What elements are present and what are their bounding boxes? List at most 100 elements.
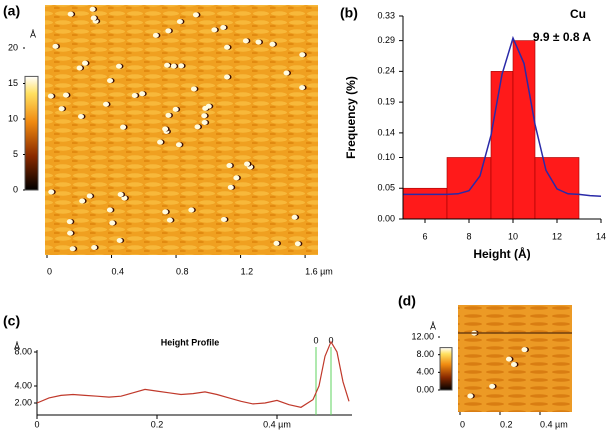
panel-label: (b): [340, 5, 358, 21]
surface-feature: [152, 32, 159, 38]
surface-feature: [82, 60, 89, 66]
surface-feature: [66, 219, 73, 225]
surface-feature: [242, 38, 249, 44]
surface-feature: [521, 347, 528, 353]
y-unit: Å: [14, 341, 20, 351]
surface-feature: [76, 65, 83, 71]
surface-feature: [244, 161, 251, 167]
y-tick-label: 0.29: [377, 35, 395, 45]
x-tick-label: 1.2: [241, 266, 254, 276]
surface-feature: [89, 6, 96, 12]
panel-a: 0 5 10 15 20 Å 0 0.4 0.8 1.2 1.6 µm (a): [3, 3, 333, 277]
surface-feature: [115, 63, 122, 69]
x-tick-label: 0: [47, 266, 52, 276]
x-tick-label: 0.4 µm: [263, 419, 291, 429]
panel-label: (a): [3, 3, 20, 19]
surface-feature: [489, 383, 496, 389]
surface-feature: [294, 241, 301, 247]
surface-feature: [233, 175, 240, 181]
bar: [446, 157, 492, 220]
x-tick-label: 6: [422, 231, 427, 241]
surface-feature: [255, 39, 262, 45]
x-tick-label: 12: [552, 231, 562, 241]
surface-feature: [58, 106, 65, 112]
panel-b: 0.00 0.05 0.10 0.14 0.19 0.24 0.29 0.33 6 8 10 12 14…: [340, 5, 606, 261]
y-tick-label: 4.00: [14, 380, 32, 390]
x-tick-label: 0.8: [176, 266, 189, 276]
x-tick-label: 0.4: [112, 266, 125, 276]
surface-feature: [224, 44, 231, 50]
legend-title: Cu: [570, 7, 586, 21]
surface-feature: [165, 112, 172, 118]
surface-feature: [164, 62, 171, 68]
cursor-label: 0: [313, 335, 318, 345]
surface-feature: [211, 27, 218, 33]
panel-label: (d): [398, 293, 416, 309]
x-tick-label: 14: [596, 231, 606, 241]
surface-feature: [299, 52, 306, 58]
colorbar-tick-label: 10: [8, 113, 18, 123]
y-tick-label: 0.33: [377, 10, 395, 20]
surface-feature: [176, 19, 183, 25]
surface-feature: [194, 124, 201, 130]
y-tick-label: 0.19: [377, 96, 395, 106]
surface-feature: [67, 11, 74, 17]
surface-feature: [299, 85, 306, 91]
y-tick-label: 2.00: [14, 397, 32, 407]
surface-feature: [78, 114, 85, 120]
colorbar: [24, 75, 39, 191]
surface-feature: [47, 93, 54, 99]
surface-feature: [178, 63, 185, 69]
surface-feature: [67, 230, 74, 236]
surface-feature: [131, 93, 138, 99]
surface-feature: [273, 240, 280, 246]
profile-line: [36, 340, 350, 408]
y-tick-label: 0.24: [377, 66, 395, 76]
surface-feature: [226, 163, 233, 169]
surface-feature: [139, 91, 146, 97]
surface-feature: [172, 106, 179, 112]
x-tick-label: 0: [34, 419, 39, 429]
colorbar-tick-label: 20: [8, 42, 18, 52]
surface-feature: [510, 362, 517, 368]
surface-feature: [201, 120, 208, 126]
surface-feature: [166, 217, 173, 223]
surface-feature: [91, 245, 98, 251]
panel-label: (c): [3, 313, 20, 329]
x-tick-label: 0.2: [151, 419, 164, 429]
surface-feature: [192, 12, 199, 18]
surface-feature: [120, 124, 127, 130]
surface-feature: [106, 207, 113, 213]
chart-title: Height Profile: [161, 337, 220, 347]
surface-feature: [283, 70, 290, 76]
surface-feature: [48, 189, 55, 195]
x-tick-label: 0.4 µm: [540, 419, 568, 429]
surface-feature: [103, 101, 110, 107]
surface-feature: [109, 220, 116, 226]
surface-feature: [220, 25, 227, 31]
bar: [490, 71, 514, 220]
colorbar: [439, 347, 453, 391]
surface-feature: [188, 207, 195, 213]
colorbar-tick-label: 0: [13, 184, 18, 194]
colorbar-unit: Å: [30, 29, 36, 39]
surface-feature: [79, 198, 86, 204]
y-tick-label: 0.10: [377, 152, 395, 162]
surface-feature: [201, 113, 208, 119]
colorbar-tick-label: 5: [13, 149, 18, 159]
legend-value: 9.9 ± 0.8 A: [533, 30, 592, 44]
afm-image: [45, 5, 318, 255]
fit-curve: [403, 35, 602, 197]
surface-feature: [69, 246, 76, 252]
surface-feature: [505, 356, 512, 362]
surface-feature: [467, 393, 474, 399]
colorbar-tick-label: 12.00: [411, 331, 434, 341]
surface-feature: [107, 78, 114, 84]
surface-feature: [269, 41, 276, 47]
surface-feature: [52, 43, 59, 49]
colorbar-unit: Å: [430, 321, 436, 331]
surface-feature: [205, 103, 212, 109]
surface-feature: [62, 92, 69, 98]
